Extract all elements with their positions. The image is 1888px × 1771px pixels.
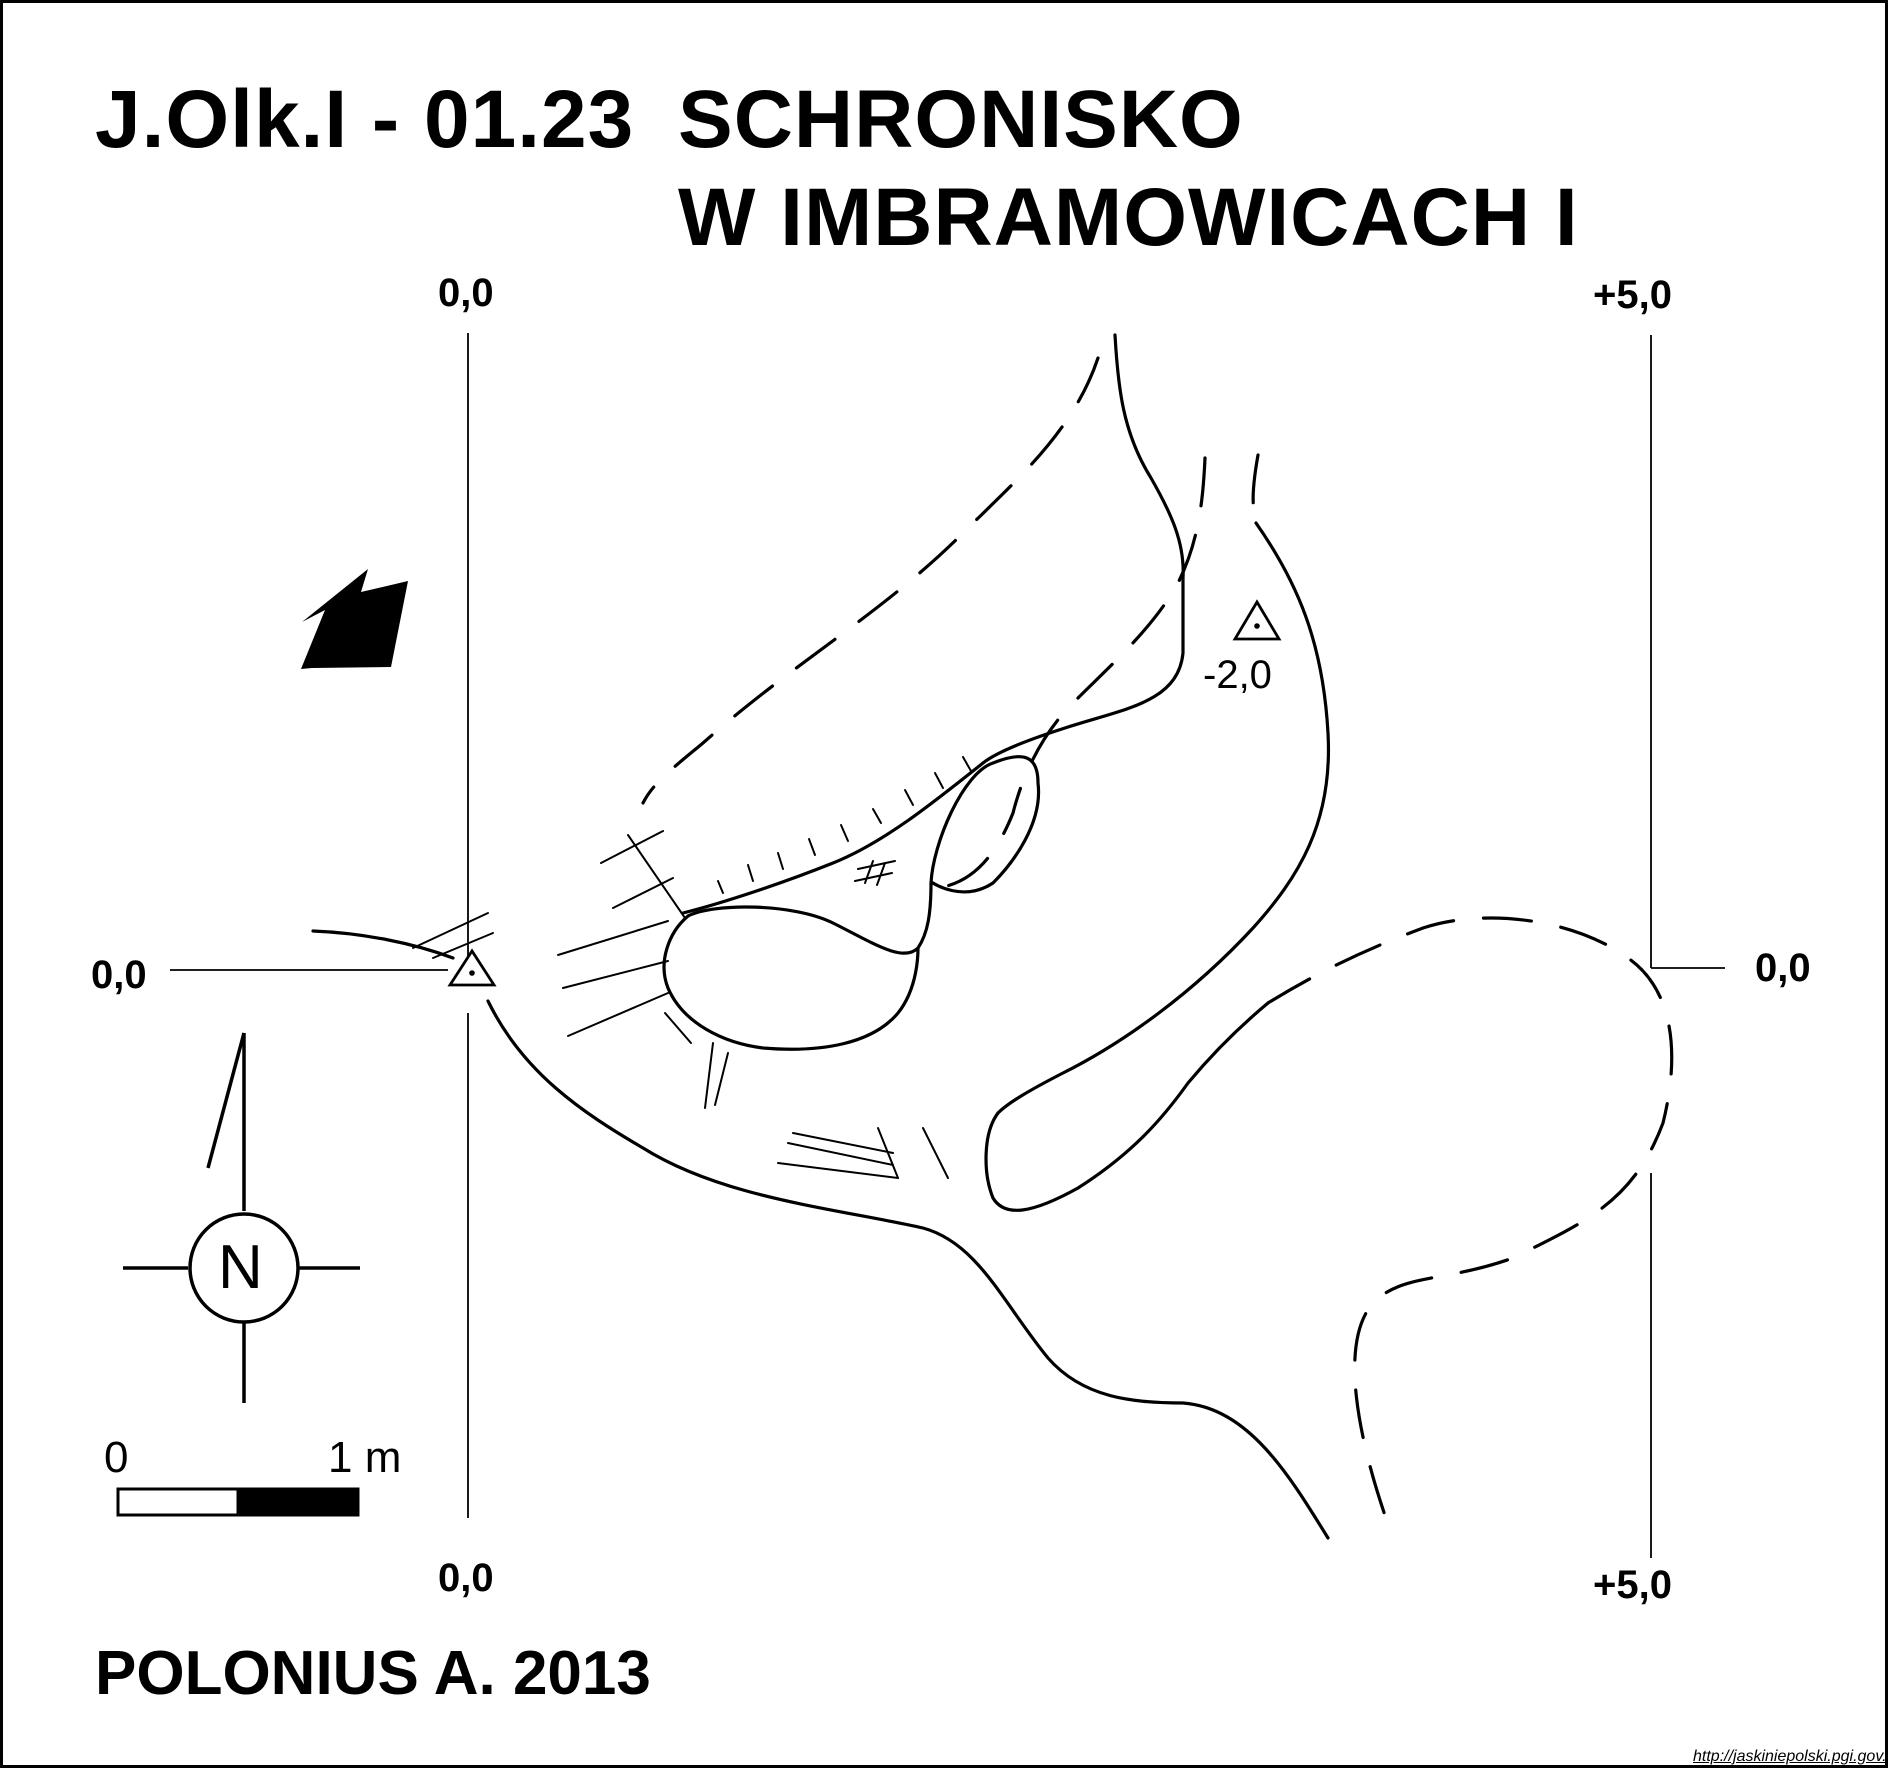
grid-label-top-right: +5,0 bbox=[1593, 273, 1672, 317]
dashed-right-chamber bbox=[1266, 916, 1674, 1540]
hachure-base-2 bbox=[704, 1042, 714, 1109]
tick-9 bbox=[962, 756, 972, 772]
grid-label-top-left: 0,0 bbox=[438, 271, 494, 315]
survey-point-depth bbox=[1232, 599, 1282, 641]
cave-plan-drawing bbox=[116, 333, 1725, 1558]
wall-entrance-left bbox=[311, 929, 455, 960]
hachure-entrance-2 bbox=[432, 932, 494, 959]
depth-label: -2,0 bbox=[1203, 653, 1272, 697]
grid-label-right-middle: 0,0 bbox=[1755, 946, 1811, 990]
source-url: http://jaskiniepolski.pgi.gov.pl bbox=[1693, 1748, 1888, 1765]
dashed-right-top bbox=[1251, 453, 1260, 525]
wall-pillar-ledge bbox=[681, 761, 985, 915]
tick-2 bbox=[747, 864, 754, 882]
cave-hachures bbox=[412, 756, 972, 1179]
wall-rock-pillar bbox=[686, 755, 1041, 955]
compass-north-letter: N bbox=[218, 1233, 263, 1302]
tick-6 bbox=[872, 808, 882, 824]
wall-right-long bbox=[996, 521, 1331, 1115]
hachure-base-1 bbox=[664, 1012, 692, 1044]
grid-label-left-middle: 0,0 bbox=[91, 953, 147, 997]
hachure-floor-1 bbox=[777, 1162, 899, 1179]
cave-name-line2: W IMBRAMOWICACH I bbox=[678, 172, 1579, 263]
tick-8 bbox=[934, 772, 944, 789]
tick-1 bbox=[717, 880, 724, 894]
hachure-ridge-3 bbox=[612, 877, 674, 909]
hachure-left-2 bbox=[562, 960, 669, 989]
tick-7 bbox=[904, 789, 914, 806]
survey-grid bbox=[170, 333, 1725, 1558]
scale-bar bbox=[116, 1487, 360, 1517]
scale-start-label: 0 bbox=[104, 1433, 129, 1482]
grid-label-bottom-right: +5,0 bbox=[1593, 1563, 1672, 1607]
cave-dashed-lines bbox=[641, 356, 1674, 1540]
dashed-upper-outline bbox=[641, 356, 1100, 805]
author-credit: POLONIUS A. 2013 bbox=[95, 1639, 651, 1708]
tick-3 bbox=[777, 852, 784, 870]
hachure-floor-5 bbox=[922, 1127, 949, 1179]
north-compass-icon bbox=[123, 1032, 360, 1403]
tick-5 bbox=[840, 824, 849, 842]
hachure-left-1 bbox=[557, 920, 669, 956]
tick-4 bbox=[808, 838, 816, 856]
hachure-ridge-2 bbox=[600, 830, 664, 864]
wall-upper-right-loop bbox=[981, 333, 1185, 765]
cave-walls bbox=[311, 333, 1331, 1540]
grid-label-bottom-left: 0,0 bbox=[438, 1556, 494, 1600]
wall-pillar-base bbox=[662, 914, 920, 1051]
hachure-floor-4 bbox=[877, 1127, 899, 1179]
cave-code: J.Olk.I - 01.23 bbox=[95, 74, 635, 165]
scale-end-label: 1 m bbox=[328, 1433, 402, 1482]
hachure-left-3 bbox=[567, 992, 669, 1037]
rubble-symbol bbox=[854, 860, 896, 886]
hachure-floor-2 bbox=[787, 1142, 894, 1166]
dashed-upper-inner bbox=[936, 456, 1207, 890]
wall-lower-long bbox=[486, 999, 1330, 1540]
cave-name-line1: SCHRONISKO bbox=[678, 74, 1244, 165]
survey-point-entrance bbox=[447, 948, 497, 987]
hachure-base-3 bbox=[714, 1052, 729, 1106]
hachure-ridge-1 bbox=[627, 834, 686, 919]
entrance-arrow-icon bbox=[301, 569, 408, 669]
wall-inner-tongue bbox=[984, 1001, 1270, 1212]
hachure-floor-3 bbox=[792, 1132, 894, 1154]
hachure-entrance-1 bbox=[412, 912, 489, 949]
